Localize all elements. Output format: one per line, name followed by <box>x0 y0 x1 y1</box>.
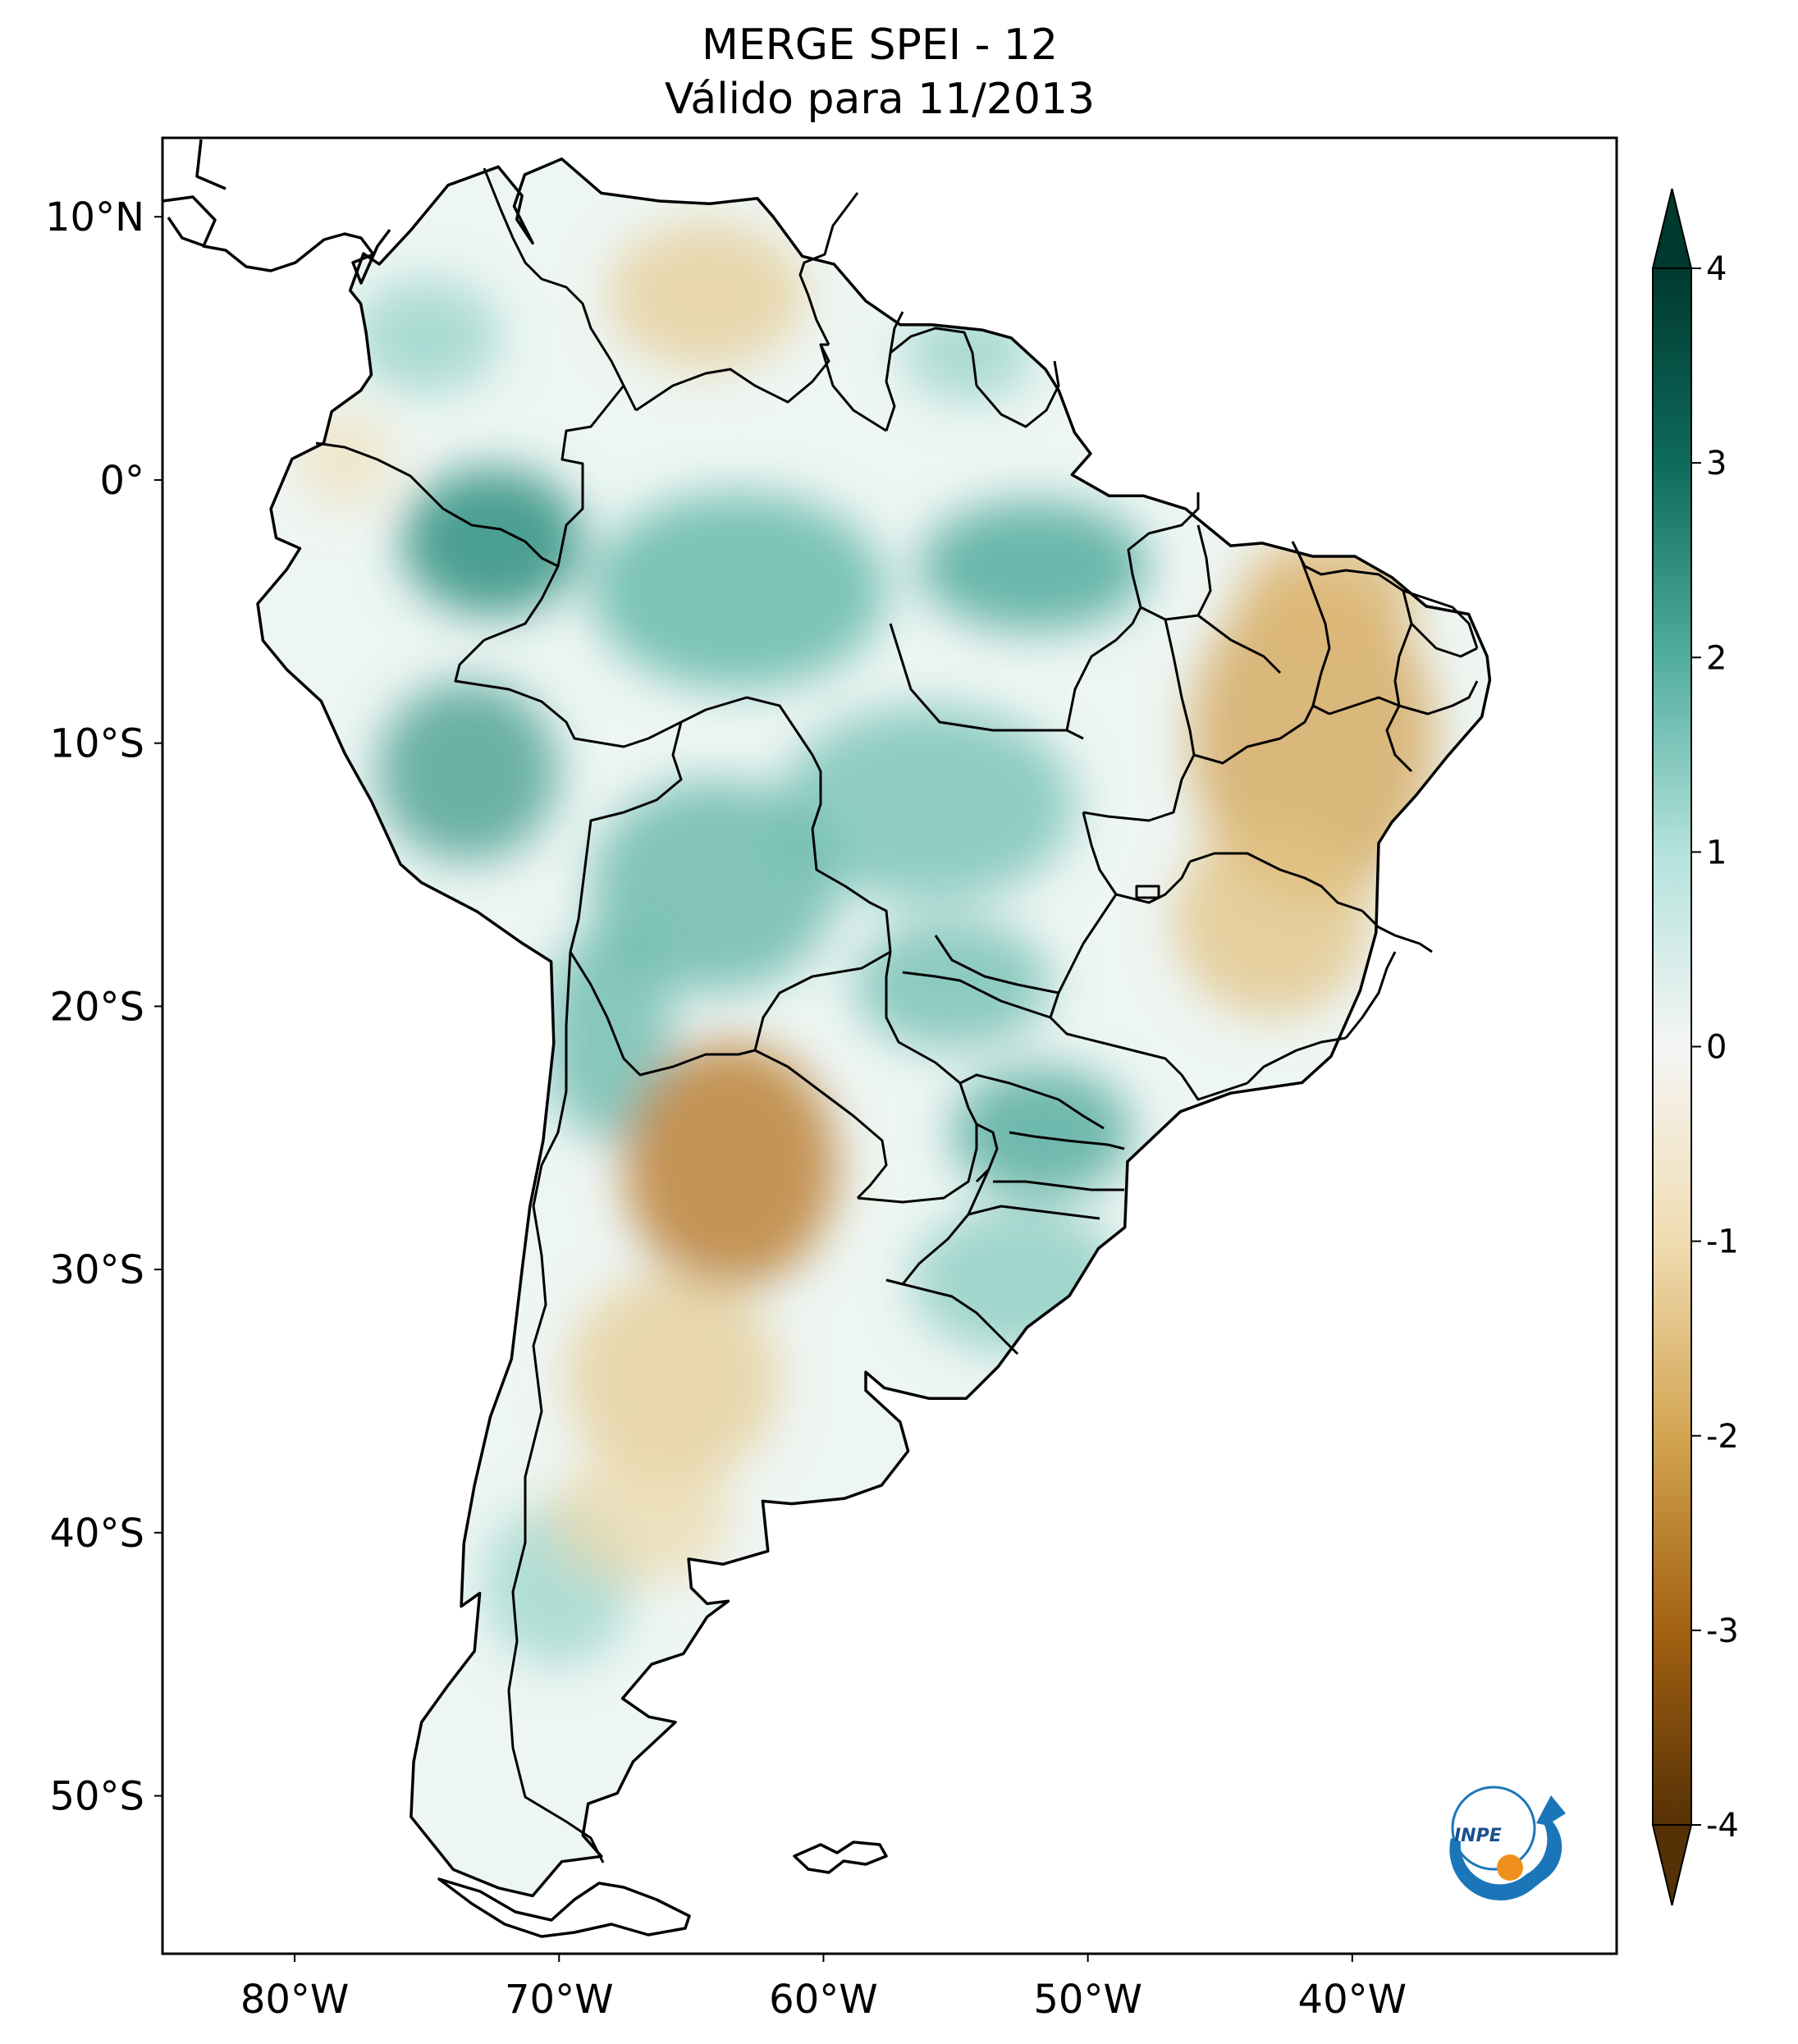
dry-blob-venezuela <box>607 222 804 369</box>
x-tick-label: 50°W <box>1033 1977 1142 2023</box>
anomaly-blobs <box>295 222 1436 1666</box>
y-tick-label: 10°N <box>45 194 144 240</box>
border-chile-argentina <box>507 951 605 1863</box>
logo-ring-icon <box>1451 1786 1536 1871</box>
y-tick-label: 40°S <box>49 1511 144 1557</box>
colorbar-tick-label: -3 <box>1706 1612 1739 1650</box>
border-venezuela-brazil <box>635 343 830 412</box>
colorbar-top-arrow <box>1651 188 1693 269</box>
colorbar: 4 3 2 1 0 -1 -2 -3 -4 <box>1651 188 1739 1906</box>
x-tick-label: 60°W <box>769 1977 878 2023</box>
logo-dot-icon <box>1497 1854 1523 1881</box>
map-panel <box>161 136 1618 1955</box>
border-bolivia-paraguay <box>753 950 891 1051</box>
x-tick-label: 70°W <box>505 1977 614 2023</box>
colorbar-tick-label: 2 <box>1706 639 1727 677</box>
colorbar-ticks: 4 3 2 1 0 -1 -2 -3 -4 <box>1691 250 1739 1845</box>
logo-text: INPE <box>1454 1826 1502 1846</box>
border-colombia-venezuela <box>483 167 638 411</box>
wet-blob-andes <box>542 927 673 1141</box>
border-brazil-states <box>889 492 1400 1220</box>
title-line-1: MERGE SPEI - 12 <box>702 21 1058 70</box>
border-uruguay <box>885 1278 1019 1356</box>
border-peru-bolivia <box>569 721 683 953</box>
border-brazil-ne-states <box>1291 541 1479 1039</box>
wet-blob-parana <box>952 1067 1132 1198</box>
dry-blob-pampas <box>566 1272 780 1485</box>
border-colombia-brazil <box>483 385 625 642</box>
wet-blob-acre <box>377 681 558 862</box>
y-tick-label: 50°S <box>49 1774 144 1820</box>
south-america-coastline <box>256 157 1492 1898</box>
dry-blob-northeast <box>1190 574 1436 903</box>
border-colombia-ecuador-peru <box>315 441 559 568</box>
y-tick-label: 20°S <box>49 984 144 1030</box>
border-paraguay-argentina-south <box>857 1124 978 1204</box>
tierra-del-fuego-coastline <box>437 1877 691 1938</box>
inpe-logo: INPE <box>1449 1786 1566 1901</box>
border-df <box>1135 885 1160 899</box>
map-frame <box>161 136 1618 1955</box>
colorbar-tick-label: 4 <box>1706 250 1727 288</box>
x-axis-ticks: 80°W 70°W 60°W 50°W 40°W <box>240 1954 1407 2023</box>
colorbar-tick-label: -4 <box>1706 1807 1739 1845</box>
border-suriname <box>885 311 978 432</box>
colorbar-tick-label: 1 <box>1706 834 1727 871</box>
border-guyana <box>798 192 887 432</box>
x-tick-label: 80°W <box>240 1977 350 2023</box>
title-line-2: Válido para 11/2013 <box>665 75 1095 124</box>
coastlines <box>162 139 1492 1938</box>
wet-blob-mato-grosso <box>780 706 1075 903</box>
wet-blob-bolivia <box>591 780 837 993</box>
border-paraguay-brazil-argentina <box>754 951 978 1200</box>
colorbar-tick-label: -2 <box>1706 1418 1739 1456</box>
dry-blob-argentina <box>624 1042 837 1288</box>
colorbar-bottom-arrow <box>1651 1824 1693 1906</box>
y-axis-ticks: 10°N 0° 10°S 20°S 30°S 40°S 50°S <box>45 194 162 1820</box>
y-tick-label: 0° <box>99 458 144 504</box>
y-tick-label: 30°S <box>49 1247 144 1293</box>
dry-blob-bahia <box>1174 821 1370 1017</box>
colorbar-tick-label: 0 <box>1706 1029 1727 1067</box>
country-borders <box>315 167 1479 1863</box>
border-bolivia-chile-argentina <box>569 951 756 1077</box>
falklands-coastline <box>793 1841 888 1874</box>
x-tick-label: 40°W <box>1298 1977 1407 2023</box>
colorbar-body <box>1652 268 1692 1826</box>
colorbar-tick-label: -1 <box>1706 1223 1739 1261</box>
border-peru-brazil <box>454 638 682 748</box>
dry-blob-patagonia <box>550 1452 730 1584</box>
y-tick-label: 10°S <box>49 721 144 767</box>
border-bolivia-brazil <box>680 696 892 953</box>
wet-blob-amazon-east <box>919 501 1149 632</box>
wet-blob-ms <box>853 919 1050 1050</box>
colorbar-tick-label: 3 <box>1706 445 1727 482</box>
border-french-guiana <box>975 360 1060 428</box>
wet-blob-amazon-west <box>402 468 583 615</box>
wet-blob-colombia <box>353 279 501 394</box>
wet-blob-amazon-central <box>591 492 886 689</box>
logo-swoosh-icon <box>1449 1795 1566 1901</box>
central-america-coastline <box>162 139 391 285</box>
